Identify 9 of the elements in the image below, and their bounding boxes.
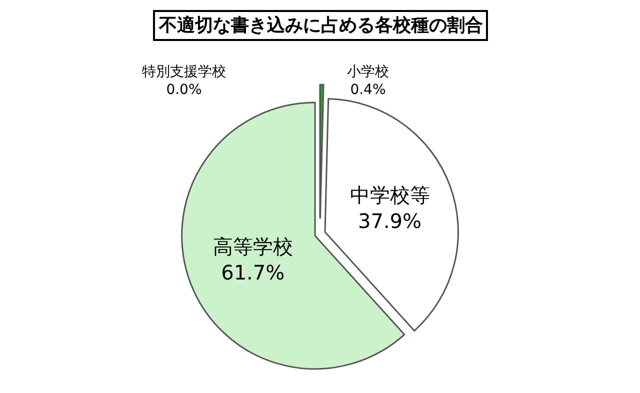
text: 0.0%	[166, 82, 202, 98]
chart-title: 不適切な書き込みに占める各校種の割合	[158, 15, 483, 36]
slice-label: 中学校等	[350, 182, 430, 207]
slice-label: 高等学校	[212, 234, 293, 259]
data-label: 61.7%	[221, 260, 285, 285]
category-label: 特別支援学校	[142, 64, 226, 80]
slice-label: 小学校	[347, 64, 389, 80]
data-label: 0.4%	[350, 82, 386, 98]
data-label: 37.9%	[358, 208, 422, 233]
